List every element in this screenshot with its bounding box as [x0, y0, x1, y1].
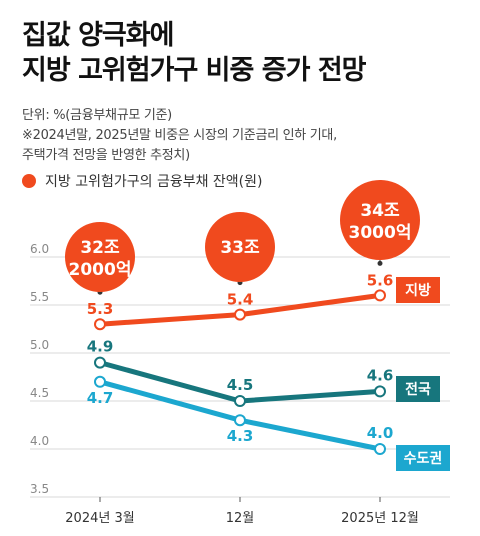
- data-label-local: 5.3: [87, 300, 114, 318]
- y-tick-label: 5.0: [30, 338, 49, 352]
- series-tag-national: [396, 376, 440, 402]
- debt-bubble-label: 2000억: [69, 260, 132, 280]
- debt-bubble-label: 32조: [80, 238, 120, 258]
- debt-bubble-label: 3000억: [349, 223, 412, 243]
- data-label-local: 5.4: [227, 291, 254, 309]
- data-point-national: [374, 385, 386, 398]
- footnote-line-1: ※2024년말, 2025년말 비중은 시장의 기준금리 인하 기대,: [22, 128, 337, 143]
- chart-title: 집값 양극화에 지방 고위험가구 비중 증가 전망: [22, 18, 367, 88]
- chart-notes: 단위: %(금융부채규모 기준) ※2024년말, 2025년말 비중은 시장의…: [22, 106, 337, 166]
- title-line-1: 집값 양극화에: [22, 20, 174, 51]
- data-point-capital: [374, 443, 386, 455]
- legend: 지방 고위험가구의 금융부채 잔액(원): [22, 171, 262, 191]
- data-label-capital: 4.0: [367, 424, 394, 442]
- series-tag-label-capital: 수도권: [404, 451, 443, 467]
- data-label-national: 4.6: [367, 366, 394, 384]
- title-line-2: 지방 고위험가구 비중 증가 전망: [22, 55, 367, 86]
- series-tag-label-local: 지방: [405, 282, 431, 299]
- debt-bubble-label: 33조: [220, 238, 260, 258]
- x-tick-label: 2025년 12월: [341, 511, 419, 526]
- data-label-national: 4.9: [87, 338, 114, 356]
- footnote-line-2: 주택가격 전망을 반영한 추정치): [22, 148, 190, 163]
- data-label-capital: 4.3: [227, 427, 254, 445]
- y-tick-label: 4.5: [30, 386, 49, 400]
- data-point-national: [234, 395, 246, 407]
- bubble-connector-dot: [377, 260, 383, 266]
- y-tick-label: 3.5: [30, 482, 49, 496]
- series-tag-capital: [396, 445, 450, 471]
- series-tag-local: [396, 277, 440, 303]
- x-tick-label: 2024년 3월: [65, 511, 134, 526]
- y-tick-label: 6.0: [30, 242, 49, 256]
- y-tick-label: 4.0: [30, 434, 49, 448]
- y-tick-label: 5.5: [30, 290, 49, 304]
- debt-bubble-label: 34조: [360, 201, 400, 221]
- data-point-capital: [94, 375, 106, 388]
- legend-label: 지방 고위험가구의 금융부채 잔액(원): [45, 174, 263, 190]
- data-label-national: 4.5: [227, 376, 254, 394]
- data-label-local: 5.6: [367, 271, 394, 289]
- series-tag-label-national: 전국: [405, 381, 431, 398]
- debt-bubble: [65, 222, 135, 292]
- data-point-local: [94, 318, 106, 331]
- data-point-local: [374, 289, 386, 302]
- debt-bubble: [340, 180, 420, 260]
- data-point-national: [94, 356, 106, 369]
- unit-note: 단위: %(금융부채규모 기준): [22, 108, 172, 123]
- data-label-capital: 4.7: [87, 389, 114, 407]
- debt-bubble: [205, 212, 275, 282]
- x-tick-label: 12월: [226, 511, 255, 526]
- legend-dot-icon: [22, 174, 36, 188]
- data-point-capital: [234, 414, 246, 427]
- data-point-local: [234, 308, 246, 321]
